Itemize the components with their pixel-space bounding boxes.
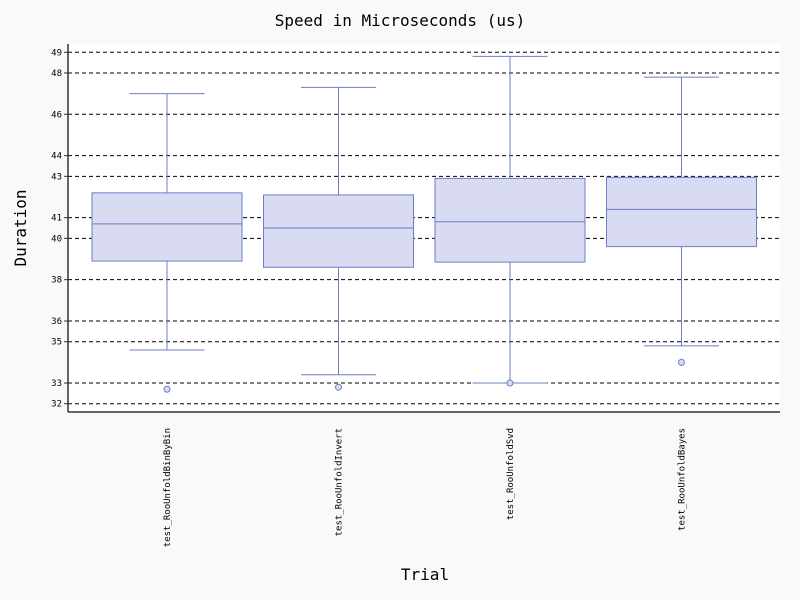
y-tick-label-46: 46: [51, 110, 62, 120]
y-tick-label-40: 40: [51, 234, 62, 244]
x-axis-label: Trial: [401, 565, 449, 584]
outlier-point: [678, 358, 685, 366]
iqr-box: [263, 194, 414, 268]
y-tick-label-38: 38: [51, 276, 62, 286]
iqr-box: [606, 176, 757, 248]
box-test_RooUnfoldBayes: [606, 76, 757, 366]
boxes: [91, 55, 757, 393]
x-tick-label-test_RooUnfoldBinByBin: test_RooUnfoldBinByBin: [163, 428, 173, 547]
x-tick-label-test_RooUnfoldBayes: test_RooUnfoldBayes: [678, 428, 688, 531]
y-tick-label-33: 33: [51, 379, 62, 389]
y-tick-label-48: 48: [51, 69, 62, 79]
y-tick-label-32: 32: [51, 400, 62, 410]
box-test_RooUnfoldInvert: [263, 86, 414, 391]
outlier-point: [335, 383, 342, 391]
y-tick-label-35: 35: [51, 338, 62, 348]
y-tick-labels: 32 33 35 36 38 40 41 43 44 46 48 49: [51, 48, 68, 410]
y-axis-label: Duration: [11, 189, 30, 266]
x-tick-label-test_RooUnfoldSvd: test_RooUnfoldSvd: [506, 428, 516, 520]
outlier-point: [506, 379, 514, 387]
x-tick-label-test_RooUnfoldInvert: test_RooUnfoldInvert: [335, 428, 345, 536]
x-tick-labels: test_RooUnfoldBinByBin test_RooUnfoldInve…: [163, 428, 688, 547]
y-tick-label-36: 36: [51, 317, 62, 327]
y-tick-label-49: 49: [51, 48, 62, 58]
iqr-box: [91, 192, 243, 262]
iqr-box: [434, 177, 586, 263]
y-tick-label-44: 44: [51, 152, 62, 162]
chart-title: Speed in Microseconds (us): [275, 11, 525, 30]
y-tick-label-41: 41: [51, 214, 62, 224]
box-test_RooUnfoldBinByBin: [91, 93, 243, 393]
box-test_RooUnfoldSvd: [434, 55, 586, 387]
y-tick-label-43: 43: [51, 172, 62, 182]
outlier-point: [163, 385, 171, 393]
